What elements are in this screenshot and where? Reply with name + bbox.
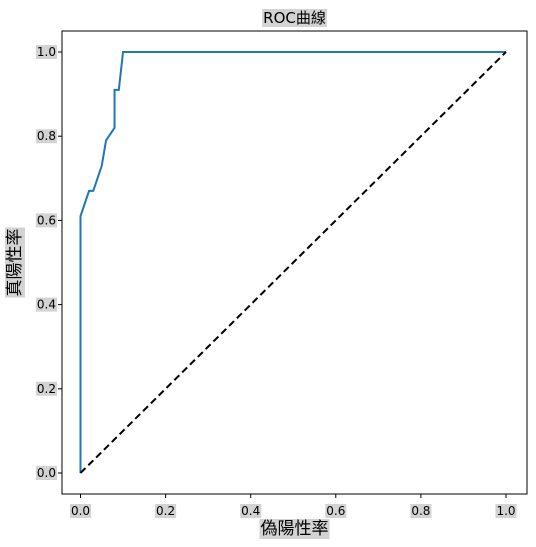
y-tick-label: 1.0 [37,45,56,59]
y-tick-label-background [35,45,57,59]
y-tick-label-group: 0.8 [35,129,57,144]
y-tick-label-background [35,466,57,480]
plot-frame [61,30,528,495]
x-tick-label: 0.8 [411,504,430,518]
diagonal-reference-line [79,51,507,474]
y-tick-label: 0.4 [37,298,56,312]
y-tick-label-group: 0.6 [35,213,57,228]
x-tick-label-background [240,504,262,518]
y-tick-label-background [35,381,57,396]
x-tick-label-background [325,504,347,518]
y-tick-label: 0.8 [37,129,56,143]
x-tick-label-group: 0.0 [69,504,92,518]
y-tick-label-background [35,213,57,228]
y-tick-label: 0.2 [37,382,56,396]
y-tick-label-background [35,129,57,144]
y-axis-title-group: 真陽性率 [5,227,25,298]
x-tick-label: 0.4 [241,504,260,518]
x-axis-title: 偽陽性率 [261,519,329,539]
y-tick-label-background [35,297,57,312]
y-axis-title: 真陽性率 [5,229,25,297]
y-axis-title-background [5,227,25,298]
y-tick-label: 0.0 [37,466,56,480]
chart-title-group: ROC曲線 [262,9,327,27]
x-axis-title-background [259,519,330,539]
x-tick-label-group: 0.6 [325,504,347,518]
y-tick-label-group: 0.0 [35,466,57,480]
chart-title-background [262,9,327,27]
roc-curve-line [79,51,506,473]
y-tick-label-group: 1.0 [35,45,57,59]
x-tick-label-background [410,504,432,518]
y-tick-label: 0.6 [37,213,56,227]
x-tick-label-background [155,504,177,518]
x-tick-label-background [69,504,92,518]
x-tick-label-group: 0.8 [410,504,432,518]
y-tick-label-group: 0.4 [35,297,57,312]
plot-area: 0.0 0.2 0.4 0.6 0.8 1.0 0.0 0.2 0.4 0.6 0.8 1.0 ROC曲… [5,9,528,539]
x-tick-label: 1.0 [496,504,515,518]
chart-title: ROC曲線 [263,9,326,27]
x-tick-label: 0.0 [71,504,90,518]
x-tick-label: 0.2 [156,504,175,518]
x-tick-label-group: 0.4 [240,504,262,518]
x-axis-title-group: 偽陽性率 [259,519,330,539]
x-tick-label-background [495,504,517,518]
x-tick-label-group: 0.2 [155,504,177,518]
y-tick-label-group: 0.2 [35,381,57,396]
x-tick-label: 0.6 [326,504,345,518]
x-tick-label-group: 1.0 [495,504,517,518]
